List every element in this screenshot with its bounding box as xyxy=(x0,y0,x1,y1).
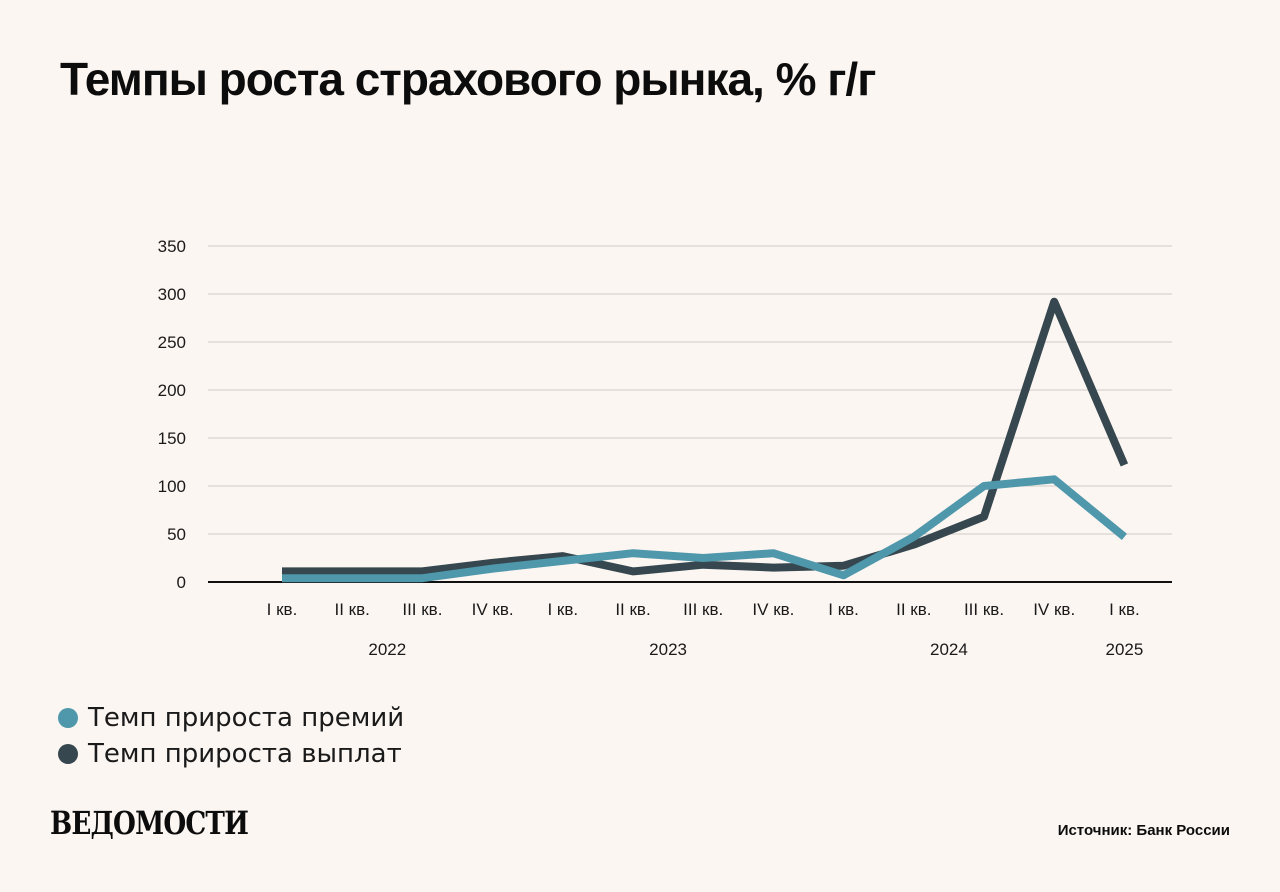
y-tick-label: 300 xyxy=(158,285,186,304)
x-tick-label: IV кв. xyxy=(472,600,514,619)
year-label: 2022 xyxy=(368,640,406,659)
x-tick-label: IV кв. xyxy=(752,600,794,619)
x-tick-label: II кв. xyxy=(615,600,650,619)
y-tick-label: 250 xyxy=(158,333,186,352)
legend-item-premiums: Темп прироста премий xyxy=(58,700,404,736)
year-labels: 2022 2023 2024 2025 xyxy=(368,640,1143,659)
legend-marker-premiums xyxy=(58,708,78,728)
series-line-premiums xyxy=(282,475,1127,583)
legend-label-premiums: Темп прироста премий xyxy=(88,703,405,733)
legend-marker-payouts xyxy=(58,744,78,764)
x-axis-ticks: I кв. II кв. III кв. IV кв. I кв. II кв. III к… xyxy=(267,600,1140,619)
year-label: 2023 xyxy=(649,640,687,659)
x-tick-label: III кв. xyxy=(402,600,442,619)
y-tick-label: 50 xyxy=(167,525,186,544)
x-tick-label: I кв. xyxy=(1109,600,1140,619)
x-tick-label: III кв. xyxy=(683,600,723,619)
year-label: 2024 xyxy=(930,640,968,659)
x-tick-label: II кв. xyxy=(896,600,931,619)
x-tick-label: II кв. xyxy=(335,600,370,619)
year-label: 2025 xyxy=(1105,640,1143,659)
grid-lines xyxy=(208,245,1172,583)
y-tick-label: 150 xyxy=(158,429,186,448)
chart-title: Темпы роста страхового рынка, % г/г xyxy=(60,53,876,105)
x-tick-label: I кв. xyxy=(828,600,859,619)
source-note: Источник: Банк России xyxy=(1057,822,1230,839)
x-tick-label: I кв. xyxy=(547,600,578,619)
legend-item-payouts: Темп прироста выплат xyxy=(58,736,404,772)
x-tick-label: I кв. xyxy=(267,600,298,619)
series-lines xyxy=(282,297,1129,583)
x-tick-label: IV кв. xyxy=(1033,600,1075,619)
legend-label-payouts: Темп прироста выплат xyxy=(88,739,402,769)
y-axis-ticks: 0 50 100 150 200 250 300 350 xyxy=(158,237,186,592)
y-tick-label: 0 xyxy=(177,573,186,592)
y-tick-label: 200 xyxy=(158,381,186,400)
legend: Темп прироста премий Темп прироста выпла… xyxy=(58,700,404,772)
y-tick-label: 350 xyxy=(158,237,186,256)
series-line-payouts xyxy=(282,297,1129,576)
x-tick-label: III кв. xyxy=(964,600,1004,619)
vedomosti-logo: ВЕДОМОСТИ xyxy=(50,804,249,842)
y-tick-label: 100 xyxy=(158,477,186,496)
